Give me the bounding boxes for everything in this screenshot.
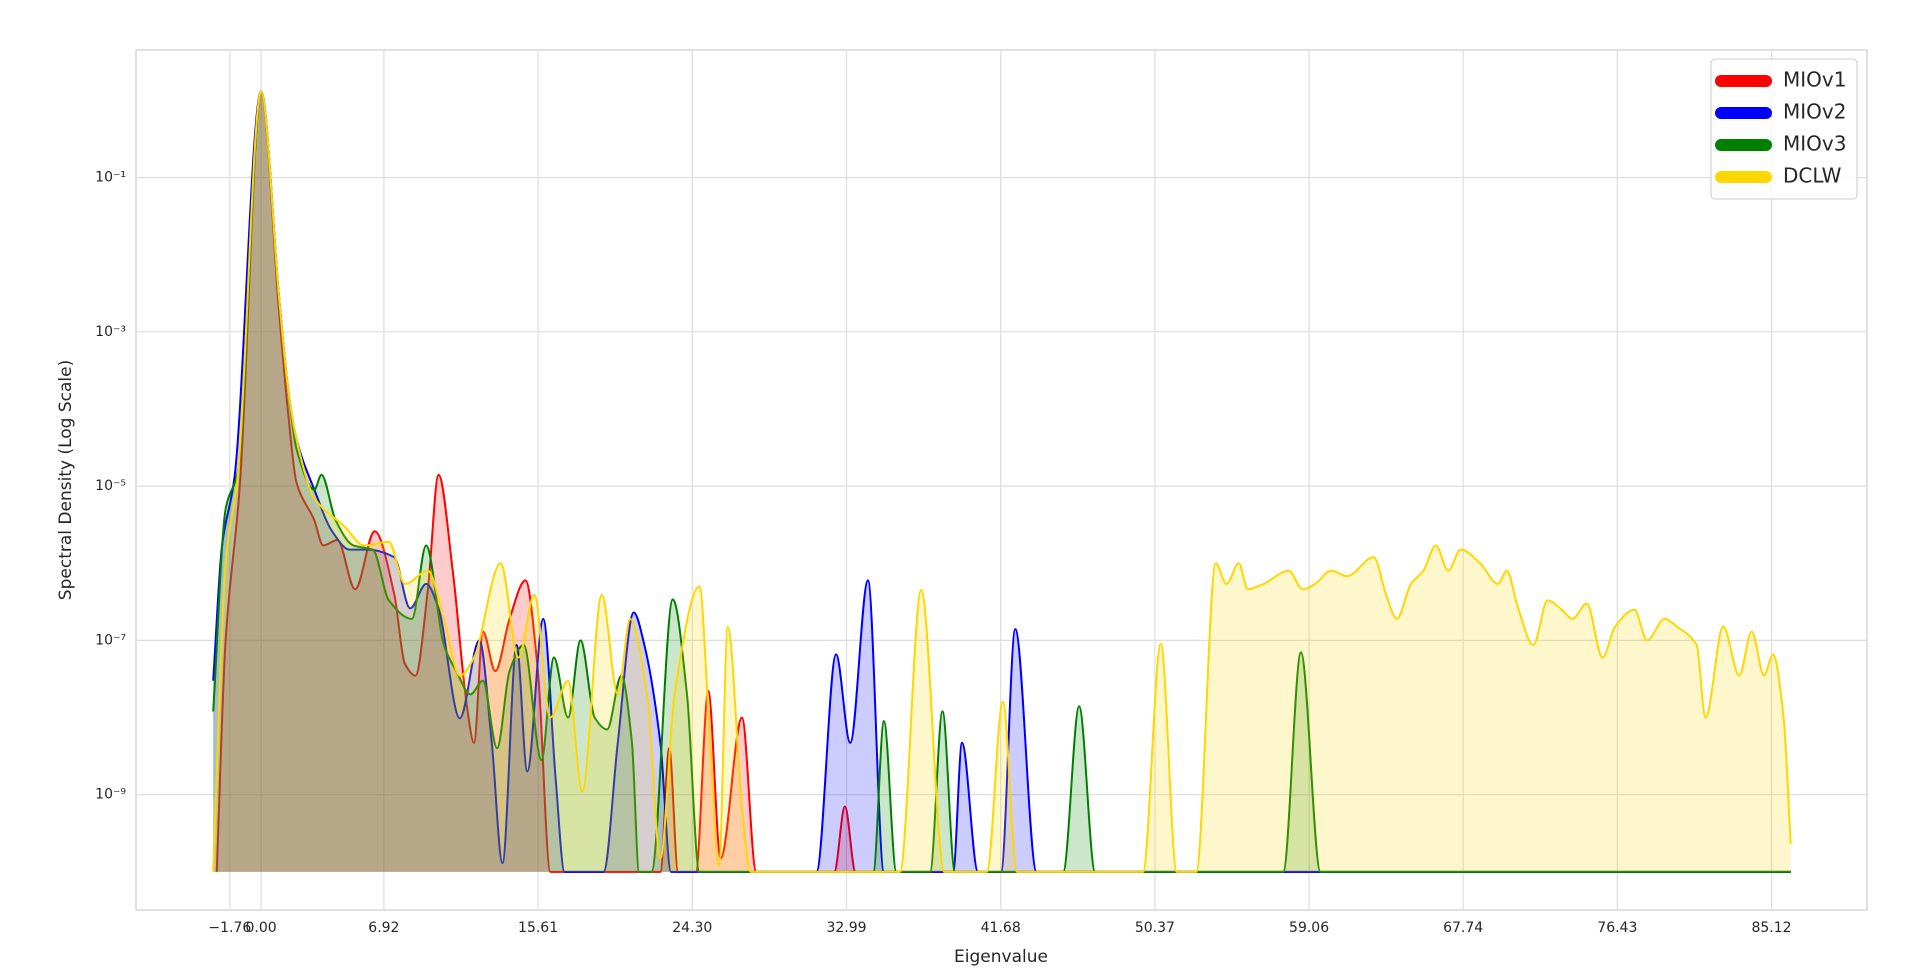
x-tick-label: 67.74 bbox=[1443, 920, 1483, 936]
legend: MIOv1 MIOv2 MIOv3 DCLW bbox=[1710, 58, 1858, 200]
x-tick-label: 59.06 bbox=[1289, 920, 1329, 936]
tick-labels: −1.760.00 6.92 15.61 24.30 32.99 41.68 50.37 59… bbox=[95, 170, 1791, 936]
series-area bbox=[213, 91, 1791, 872]
legend-box bbox=[1710, 58, 1858, 200]
y-tick-label: 10⁻⁵ bbox=[95, 478, 126, 494]
x-tick-label: 24.30 bbox=[672, 920, 712, 936]
legend-label: MIOv3 bbox=[1783, 132, 1846, 156]
y-tick-label: 10⁻³ bbox=[95, 324, 126, 340]
series-line bbox=[212, 90, 1792, 873]
x-tick-label: 15.61 bbox=[518, 920, 558, 936]
series-line bbox=[212, 90, 1791, 873]
legend-label: MIOv2 bbox=[1783, 100, 1846, 124]
series-layer bbox=[212, 90, 1792, 873]
x-axis-label: Eigenvalue bbox=[954, 947, 1048, 967]
y-tick-label: 10⁻⁷ bbox=[95, 632, 126, 648]
plot-area bbox=[135, 49, 1868, 911]
y-tick-label: 10⁻¹ bbox=[95, 170, 126, 186]
x-tick-label: 32.99 bbox=[826, 920, 866, 936]
series-line bbox=[215, 90, 1791, 873]
x-tick-label: −1.76 bbox=[208, 920, 251, 936]
x-tick-label: 41.68 bbox=[981, 920, 1021, 936]
x-tick-label: 6.92 bbox=[368, 920, 399, 936]
grid bbox=[136, 50, 1867, 910]
x-tick-label: 50.37 bbox=[1135, 920, 1175, 936]
x-tick-label: 0.00 bbox=[246, 920, 277, 936]
legend-label: MIOv1 bbox=[1783, 68, 1846, 92]
y-tick-label: 10⁻⁹ bbox=[95, 787, 126, 803]
series-area bbox=[213, 91, 1791, 872]
x-tick-label: 76.43 bbox=[1597, 920, 1637, 936]
legend-label: DCLW bbox=[1783, 164, 1842, 188]
x-tick-label: 85.12 bbox=[1751, 920, 1791, 936]
series-line bbox=[212, 90, 1791, 873]
y-axis-label: Spectral Density (Log Scale) bbox=[56, 360, 76, 600]
series-area bbox=[216, 91, 1791, 872]
series-area bbox=[213, 91, 1791, 872]
